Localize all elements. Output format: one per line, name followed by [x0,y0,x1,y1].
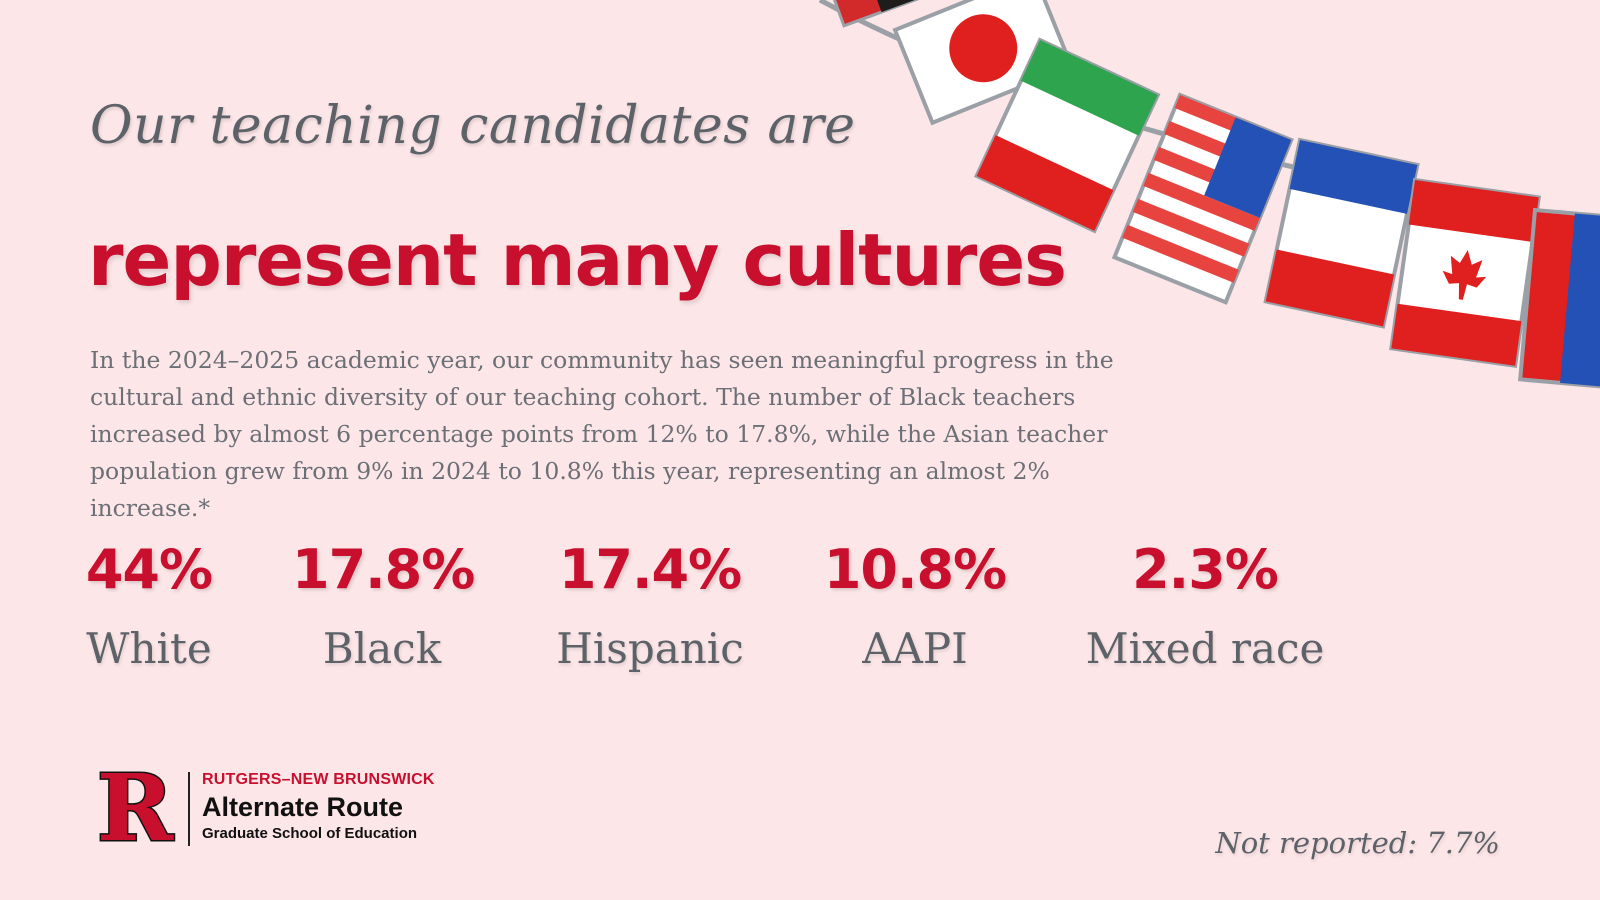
stat-value: 44% [85,538,213,601]
headline: represent many cultures [88,218,1067,302]
stat-value: 10.8% [823,538,1007,601]
stat-label: Mixed race [1085,624,1325,673]
stat-label: Black [322,624,442,673]
flag-bunting [818,0,1600,389]
flag-black-red [818,0,940,28]
stat-value: 2.3% [1132,538,1279,601]
subtitle: Our teaching candidates are [90,96,856,156]
stat-label: AAPI [862,624,968,673]
stat-black: 17.8% Black [292,538,475,674]
stat-label: Hispanic [556,624,744,673]
rutgers-r-icon: R [95,770,175,846]
stat-value: 17.8% [292,538,475,601]
stat-aapi: 10.8% AAPI [820,540,1010,674]
flag-blue-white-red [1263,137,1420,329]
flag-japan [892,0,1075,126]
logo-program: Alternate Route [202,792,404,822]
stats-row: 44% White 17.8% Black 17.4% Hispanic 10.… [0,540,1600,690]
stat-hispanic: 17.4% Hispanic [550,540,750,674]
stat-white: 44% White [84,540,214,674]
flag-red-blue [1518,207,1600,389]
stat-mixed-race: 2.3% Mixed race [1085,540,1325,674]
body-paragraph: In the 2024–2025 academic year, our comm… [90,346,1114,522]
stat-label: White [86,624,212,673]
stat-value: 17.4% [558,538,742,601]
logo-school: Graduate School of Education [202,825,418,842]
flag-usa [1111,92,1294,305]
logo-university: RUTGERS–NEW BRUNSWICK [202,771,435,788]
flag-canada [1389,177,1542,369]
svg-text:R: R [97,770,174,846]
not-reported-note: Not reported: 7.7% [1215,826,1500,860]
logo-divider [188,772,190,846]
logo-text: RUTGERS–NEW BRUNSWICK Alternate Route Gr… [202,770,435,844]
flag-green-white-red [973,37,1161,234]
